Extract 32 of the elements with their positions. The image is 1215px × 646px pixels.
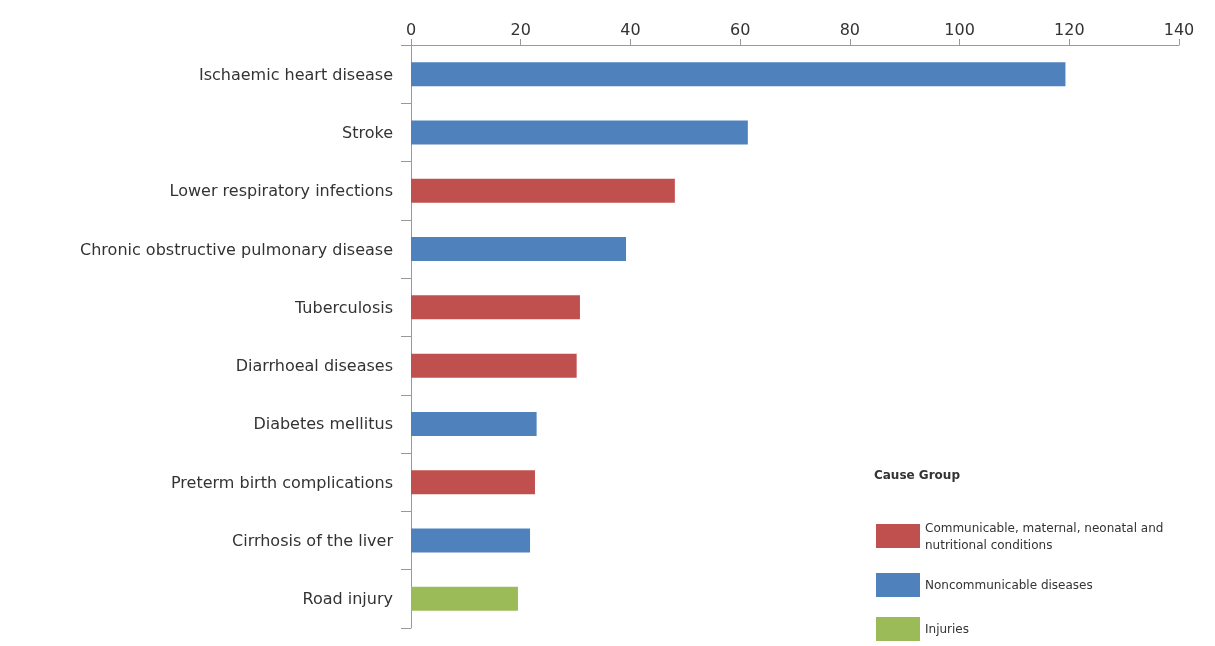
legend-title: Cause Group <box>873 468 961 482</box>
legend-label: Noncommunicable diseases <box>925 578 1093 592</box>
y-tick-label: Tuberculosis <box>294 297 393 317</box>
bar <box>411 237 627 262</box>
x-tick-label: 40 <box>620 19 641 39</box>
bar <box>411 120 748 145</box>
y-tick-label: Preterm birth complications <box>170 472 393 492</box>
bar <box>411 586 518 611</box>
bar <box>411 62 1066 87</box>
legend-label: Injuries <box>925 622 969 636</box>
y-tick-label: Cirrhosis of the liver <box>232 531 394 551</box>
bar <box>411 411 537 436</box>
y-tick-label: Road injury <box>302 589 393 609</box>
y-tick-label: Lower respiratory infections <box>169 181 393 201</box>
x-tick-label: 140 <box>1163 19 1195 39</box>
y-tick-label: Chronic obstructive pulmonary disease <box>80 239 393 259</box>
x-tick-label: 0 <box>405 19 417 39</box>
x-tick-label: 100 <box>944 19 975 39</box>
y-tick-label: Ischaemic heart disease <box>198 64 393 84</box>
x-tick-label: 80 <box>839 19 861 39</box>
bar <box>411 528 531 553</box>
bar <box>411 353 577 378</box>
y-tick-label: Diarrhoeal diseases <box>235 356 393 376</box>
bar <box>411 178 675 203</box>
bar <box>411 295 580 320</box>
bar <box>411 470 535 495</box>
x-tick-label: 20 <box>510 19 531 39</box>
y-tick-label: Diabetes mellitus <box>253 414 393 434</box>
y-tick-label: Stroke <box>342 122 393 142</box>
x-tick-label: 60 <box>729 19 751 39</box>
x-tick-label: 120 <box>1054 19 1085 39</box>
legend-label: Communicable, maternal, neonatal and nutritional conditions <box>925 520 1168 552</box>
